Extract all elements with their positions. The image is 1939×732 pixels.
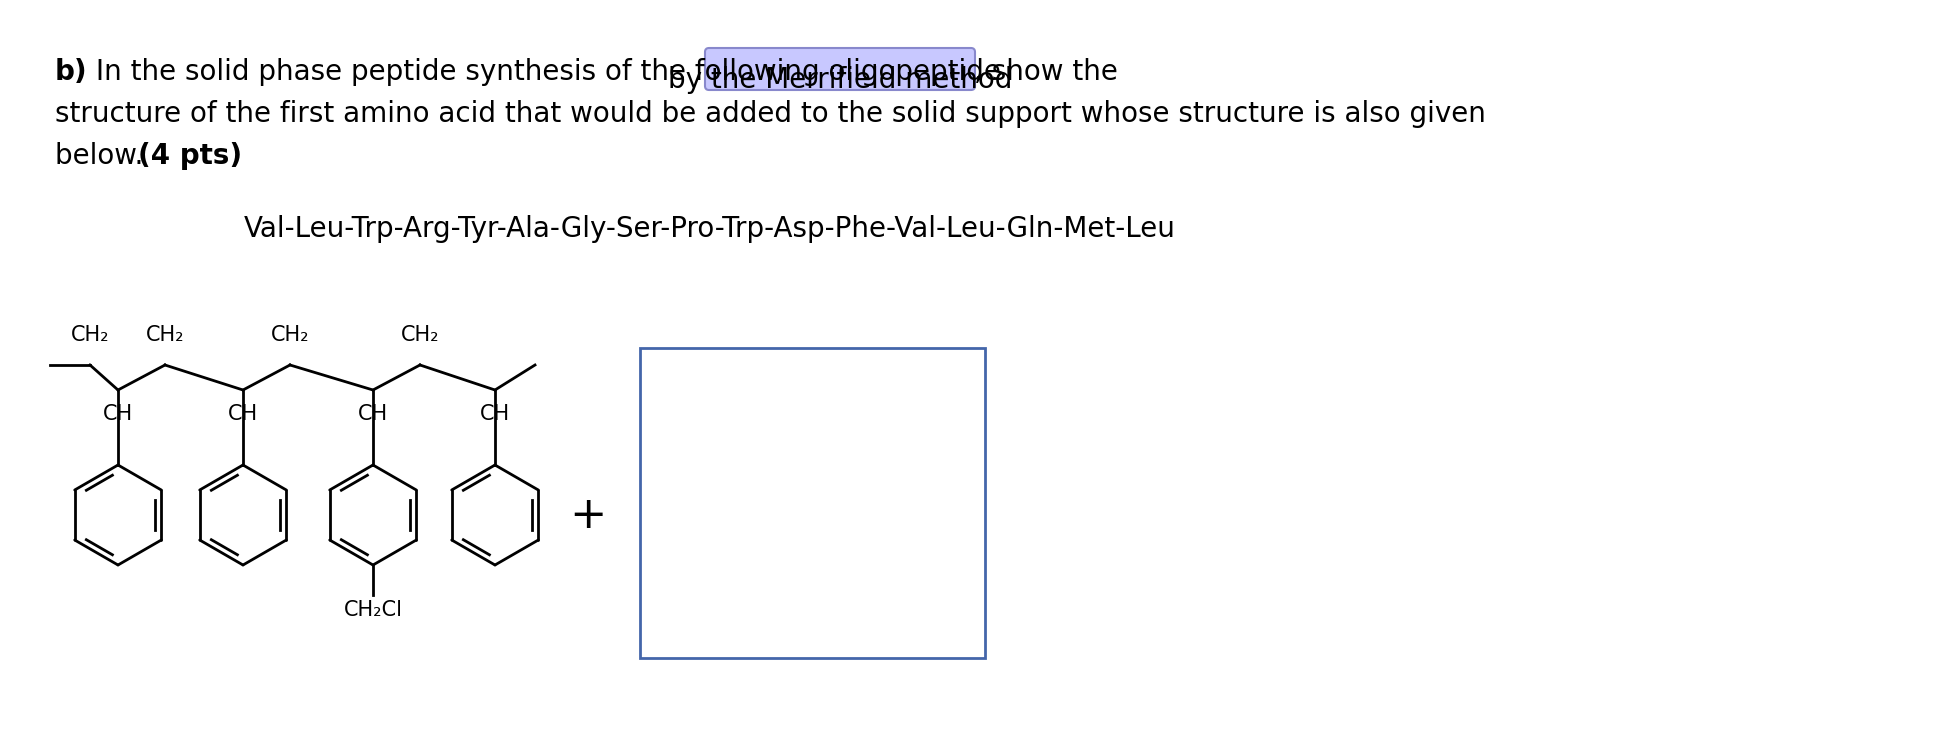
Text: CH₂: CH₂ bbox=[145, 325, 184, 345]
Text: CH₂: CH₂ bbox=[401, 325, 438, 345]
Text: Val-Leu-Trp-Arg-Tyr-Ala-Gly-Ser-Pro-Trp-Asp-Phe-Val-Leu-Gln-Met-Leu: Val-Leu-Trp-Arg-Tyr-Ala-Gly-Ser-Pro-Trp-… bbox=[244, 215, 1175, 243]
Text: CH: CH bbox=[479, 404, 510, 424]
Text: CH: CH bbox=[227, 404, 258, 424]
Text: CH₂Cl: CH₂Cl bbox=[343, 600, 401, 620]
Text: CH: CH bbox=[359, 404, 388, 424]
Text: In the solid phase peptide synthesis of the following oligopeptide: In the solid phase peptide synthesis of … bbox=[87, 58, 1008, 86]
Text: b): b) bbox=[54, 58, 87, 86]
FancyBboxPatch shape bbox=[704, 48, 975, 90]
Text: below.: below. bbox=[54, 142, 151, 170]
Text: CH₂: CH₂ bbox=[70, 325, 109, 345]
Bar bbox=[640, 348, 985, 658]
Text: , show the: , show the bbox=[973, 58, 1117, 86]
Text: CH: CH bbox=[103, 404, 134, 424]
Text: by the Merrifield method: by the Merrifield method bbox=[667, 66, 1012, 94]
Text: structure of the first amino acid that would be added to the solid support whose: structure of the first amino acid that w… bbox=[54, 100, 1485, 128]
Text: +: + bbox=[568, 493, 607, 537]
Text: CH₂: CH₂ bbox=[271, 325, 308, 345]
Text: (4 pts): (4 pts) bbox=[138, 142, 242, 170]
